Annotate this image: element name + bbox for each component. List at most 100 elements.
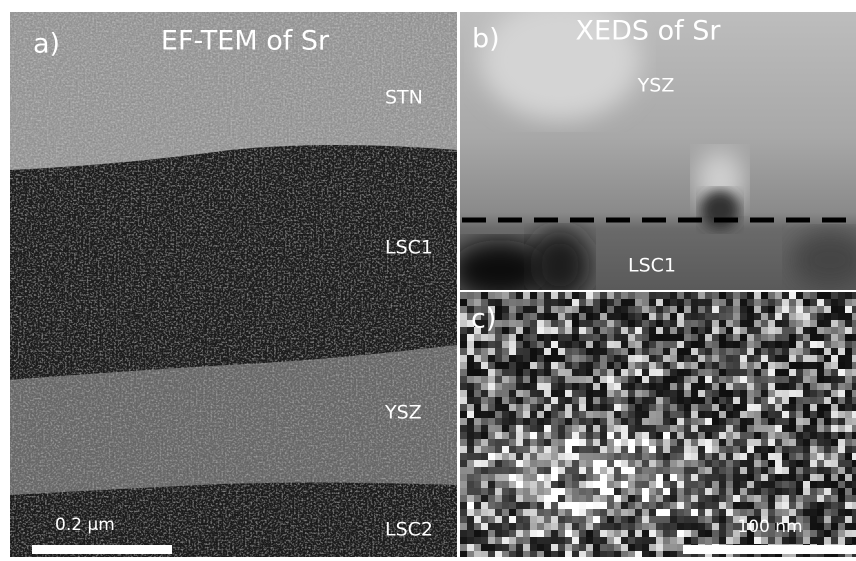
noise-pixel: [551, 516, 558, 523]
noise-pixel: [551, 474, 558, 481]
noise-pixel: [572, 418, 579, 425]
noise-pixel: [747, 306, 754, 313]
noise-pixel: [621, 390, 628, 397]
noise-pixel: [530, 327, 537, 334]
noise-pixel: [761, 327, 768, 334]
noise-pixel: [481, 418, 488, 425]
layer-label: LSC1: [385, 237, 433, 259]
noise-pixel: [670, 537, 677, 544]
noise-pixel: [705, 313, 712, 320]
noise-pixel: [593, 292, 600, 299]
noise-pixel: [817, 320, 824, 327]
noise-pixel: [670, 502, 677, 509]
noise-pixel: [740, 453, 747, 460]
noise-pixel: [516, 537, 523, 544]
noise-pixel: [817, 425, 824, 432]
noise-pixel: [656, 299, 663, 306]
noise-pixel: [509, 460, 516, 467]
noise-pixel: [558, 432, 565, 439]
noise-pixel: [677, 411, 684, 418]
noise-pixel: [663, 299, 670, 306]
noise-pixel: [782, 460, 789, 467]
noise-pixel: [782, 467, 789, 474]
noise-pixel: [460, 495, 467, 502]
noise-pixel: [537, 390, 544, 397]
noise-pixel: [586, 488, 593, 495]
noise-pixel: [502, 299, 509, 306]
noise-pixel: [565, 327, 572, 334]
noise-pixel: [481, 383, 488, 390]
noise-pixel: [516, 467, 523, 474]
noise-pixel: [495, 523, 502, 530]
noise-pixel: [838, 362, 845, 369]
noise-pixel: [600, 411, 607, 418]
noise-pixel: [677, 488, 684, 495]
noise-pixel: [481, 537, 488, 544]
noise-pixel: [635, 341, 642, 348]
noise-pixel: [523, 320, 530, 327]
noise-pixel: [579, 369, 586, 376]
noise-pixel: [845, 488, 852, 495]
noise-pixel: [614, 341, 621, 348]
noise-pixel: [600, 313, 607, 320]
noise-pixel: [516, 446, 523, 453]
noise-pixel: [747, 362, 754, 369]
noise-pixel: [698, 467, 705, 474]
noise-pixel: [600, 460, 607, 467]
noise-pixel: [684, 502, 691, 509]
noise-pixel: [810, 453, 817, 460]
noise-pixel: [810, 341, 817, 348]
noise-pixel: [502, 320, 509, 327]
noise-pixel: [642, 439, 649, 446]
noise-pixel: [677, 474, 684, 481]
noise-pixel: [579, 495, 586, 502]
noise-pixel: [495, 376, 502, 383]
noise-pixel: [488, 474, 495, 481]
noise-pixel: [530, 530, 537, 537]
noise-pixel: [719, 439, 726, 446]
noise-pixel: [586, 509, 593, 516]
noise-pixel: [838, 397, 845, 404]
noise-pixel: [544, 432, 551, 439]
noise-pixel: [600, 488, 607, 495]
noise-pixel: [607, 341, 614, 348]
noise-pixel: [817, 530, 824, 537]
noise-pixel: [789, 488, 796, 495]
noise-pixel: [698, 320, 705, 327]
noise-pixel: [677, 320, 684, 327]
noise-pixel: [544, 362, 551, 369]
noise-pixel: [460, 467, 467, 474]
noise-pixel: [691, 509, 698, 516]
noise-pixel: [502, 369, 509, 376]
noise-pixel: [488, 481, 495, 488]
noise-pixel: [488, 495, 495, 502]
noise-pixel: [831, 488, 838, 495]
noise-pixel: [782, 383, 789, 390]
noise-pixel: [726, 502, 733, 509]
noise-pixel: [663, 418, 670, 425]
noise-pixel: [705, 306, 712, 313]
noise-pixel: [824, 495, 831, 502]
noise-pixel: [516, 432, 523, 439]
noise-pixel: [530, 453, 537, 460]
noise-pixel: [586, 439, 593, 446]
noise-pixel: [761, 411, 768, 418]
noise-pixel: [502, 292, 509, 299]
noise-pixel: [838, 537, 845, 544]
noise-pixel: [817, 488, 824, 495]
noise-pixel: [467, 453, 474, 460]
noise-pixel: [607, 551, 614, 557]
noise-pixel: [775, 418, 782, 425]
noise-pixel: [656, 383, 663, 390]
noise-pixel: [719, 299, 726, 306]
noise-pixel: [775, 313, 782, 320]
noise-pixel: [670, 397, 677, 404]
noise-pixel: [824, 467, 831, 474]
noise-pixel: [775, 348, 782, 355]
noise-pixel: [838, 432, 845, 439]
noise-pixel: [642, 306, 649, 313]
noise-pixel: [775, 460, 782, 467]
noise-pixel: [586, 306, 593, 313]
noise-pixel: [537, 460, 544, 467]
noise-pixel: [684, 432, 691, 439]
